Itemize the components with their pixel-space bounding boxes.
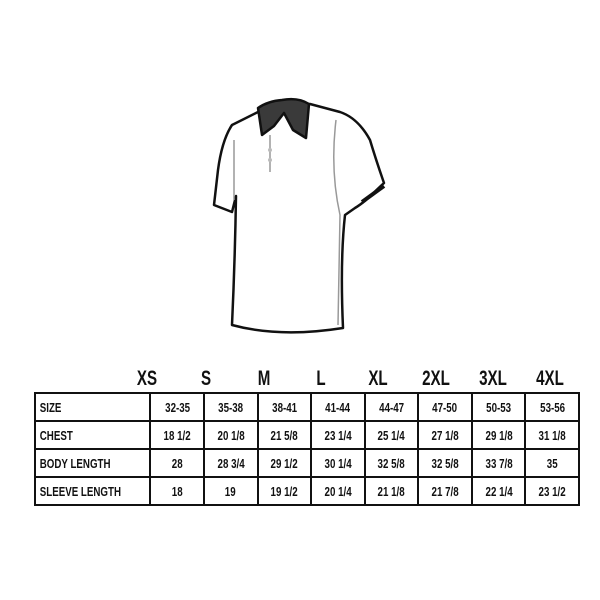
cell-value: 44-47 bbox=[378, 399, 404, 415]
cell-value: 18 bbox=[171, 483, 183, 499]
table-cell: 18 1/2 bbox=[149, 420, 205, 450]
table-cell: 28 3/4 bbox=[202, 448, 259, 478]
row-label-text: BODY LENGTH bbox=[39, 455, 111, 471]
cell-value: 19 bbox=[225, 483, 237, 499]
table-cell: 31 1/8 bbox=[524, 420, 580, 450]
table-cell: 50-53 bbox=[470, 392, 527, 422]
table-cell: 23 1/4 bbox=[310, 420, 366, 450]
table-cell: 41-44 bbox=[310, 392, 366, 422]
cell-value: 38-41 bbox=[271, 399, 297, 415]
size-chart-table: SIZE 32-35 35-38 38-41 41-44 44-47 47-50 50-53 5… bbox=[33, 392, 580, 506]
row-label: CHEST bbox=[33, 420, 152, 450]
cell-value: 20 1/4 bbox=[324, 483, 352, 499]
table-cell: 35 bbox=[524, 448, 580, 478]
size-header-4xl: 4XL bbox=[536, 367, 564, 390]
table-cell: 33 7/8 bbox=[470, 448, 527, 478]
size-header-xl: XL bbox=[368, 367, 388, 390]
cell-value: 23 1/2 bbox=[538, 483, 566, 499]
cell-value: 30 1/4 bbox=[324, 455, 352, 471]
table-cell: 28 bbox=[149, 448, 205, 478]
table-cell: 21 5/8 bbox=[256, 420, 313, 450]
cell-value: 20 1/8 bbox=[217, 427, 245, 443]
cell-value: 50-53 bbox=[486, 399, 512, 415]
size-header-m: M bbox=[257, 367, 271, 390]
table-cell: 32 5/8 bbox=[363, 448, 420, 478]
table-cell: 21 7/8 bbox=[417, 476, 473, 506]
table-cell: 29 1/2 bbox=[256, 448, 313, 478]
table-cell: 21 1/8 bbox=[363, 476, 420, 506]
cell-value: 25 1/4 bbox=[377, 427, 406, 443]
size-header-xs: XS bbox=[136, 367, 158, 390]
cell-value: 19 1/2 bbox=[270, 483, 298, 499]
table-cell: 29 1/8 bbox=[470, 420, 527, 450]
table-cell: 23 1/2 bbox=[524, 476, 580, 506]
table-cell: 19 bbox=[202, 476, 259, 506]
cell-value: 47-50 bbox=[432, 399, 458, 415]
table-cell: 22 1/4 bbox=[470, 476, 527, 506]
table-cell: 30 1/4 bbox=[310, 448, 366, 478]
row-label-text: SLEEVE LENGTH bbox=[39, 483, 122, 499]
cell-value: 21 7/8 bbox=[431, 483, 459, 499]
row-label: SLEEVE LENGTH bbox=[33, 476, 152, 506]
cell-value: 21 5/8 bbox=[270, 427, 298, 443]
cell-value: 23 1/4 bbox=[324, 427, 352, 443]
cell-value: 28 3/4 bbox=[217, 455, 245, 471]
cell-value: 35 bbox=[546, 455, 558, 471]
size-header-l: L bbox=[316, 367, 326, 390]
table-row: CHEST 18 1/2 20 1/8 21 5/8 23 1/4 25 1/4 27 1/… bbox=[33, 420, 580, 450]
row-label: SIZE bbox=[33, 392, 152, 422]
cell-value: 35-38 bbox=[218, 399, 244, 415]
table-cell: 44-47 bbox=[363, 392, 420, 422]
cell-value: 28 bbox=[171, 455, 183, 471]
cell-value: 32 5/8 bbox=[431, 455, 459, 471]
row-label: BODY LENGTH bbox=[33, 448, 152, 478]
table-row: SIZE 32-35 35-38 38-41 41-44 44-47 47-50 50-53 5… bbox=[33, 392, 580, 422]
cell-value: 22 1/4 bbox=[485, 483, 513, 499]
table-row: SLEEVE LENGTH 18 19 19 1/2 20 1/4 21 1/8 21 7/… bbox=[33, 476, 580, 506]
cell-value: 33 7/8 bbox=[485, 455, 513, 471]
table-cell: 25 1/4 bbox=[363, 420, 420, 450]
cell-value: 29 1/8 bbox=[485, 427, 513, 443]
table-cell: 38-41 bbox=[256, 392, 313, 422]
table-cell: 20 1/8 bbox=[202, 420, 259, 450]
size-header-2xl: 2XL bbox=[422, 367, 450, 390]
collar bbox=[256, 97, 311, 140]
table-cell: 18 bbox=[149, 476, 205, 506]
table-cell: 27 1/8 bbox=[417, 420, 473, 450]
cell-value: 32-35 bbox=[164, 399, 190, 415]
table-cell: 19 1/2 bbox=[256, 476, 313, 506]
cell-value: 53-56 bbox=[539, 399, 565, 415]
table-cell: 20 1/4 bbox=[310, 476, 366, 506]
size-header-s: S bbox=[200, 367, 212, 390]
cell-value: 32 5/8 bbox=[377, 455, 406, 471]
size-header-3xl: 3XL bbox=[479, 367, 507, 390]
cell-value: 31 1/8 bbox=[538, 427, 566, 443]
table-cell: 32-35 bbox=[149, 392, 205, 422]
shirt-body bbox=[212, 102, 386, 334]
table-row: BODY LENGTH 28 28 3/4 29 1/2 30 1/4 32 5/8 32 … bbox=[33, 448, 580, 478]
cell-value: 41-44 bbox=[325, 399, 351, 415]
cell-value: 27 1/8 bbox=[431, 427, 459, 443]
table-cell: 47-50 bbox=[417, 392, 473, 422]
polo-shirt-illustration bbox=[212, 97, 386, 334]
row-label-text: SIZE bbox=[39, 399, 62, 415]
cell-value: 18 1/2 bbox=[163, 427, 191, 443]
table-cell: 35-38 bbox=[202, 392, 259, 422]
row-label-text: CHEST bbox=[39, 427, 73, 443]
cell-value: 21 1/8 bbox=[377, 483, 406, 499]
cell-value: 29 1/2 bbox=[270, 455, 298, 471]
table-cell: 53-56 bbox=[524, 392, 580, 422]
table-cell: 32 5/8 bbox=[417, 448, 473, 478]
